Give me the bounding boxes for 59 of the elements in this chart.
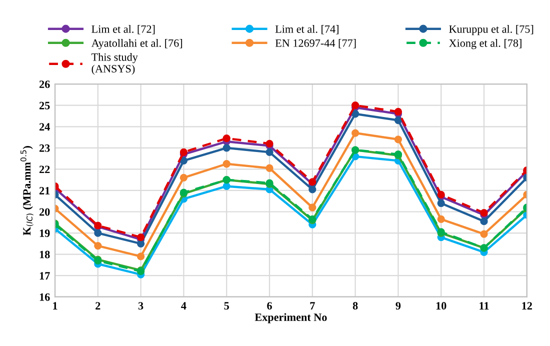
y-tick-label: 18 [40, 250, 50, 258]
y-tick-label: 16 [40, 293, 50, 301]
point [136, 233, 145, 242]
y-tick-label: 19 [40, 230, 50, 237]
y-tick-label: 22 [39, 166, 50, 174]
x-tick-label: 5 [224, 302, 229, 310]
point [94, 242, 102, 250]
y-axis-title: K$_{(IC)}$ (MPa.mm$^{0.5}$) [20, 146, 34, 236]
legend-label: Lim et al. [74] [275, 25, 338, 34]
point [222, 134, 230, 142]
y-tick-label: 25 [39, 102, 50, 110]
point [222, 160, 230, 168]
y-tick-label: 21 [39, 186, 50, 194]
point [437, 215, 445, 224]
point [266, 148, 274, 156]
point [480, 230, 488, 238]
x-tick-label: 12 [522, 302, 532, 310]
legend-label: Kuruppu et al. [75] [449, 25, 534, 36]
x-tick-label: 3 [138, 302, 144, 310]
legend-label: This study (ANSYS) [92, 53, 138, 75]
point [180, 148, 188, 156]
x-tick-label: 2 [96, 302, 100, 310]
x-tick-label: 8 [352, 302, 358, 310]
legend-label: Ayatollahi et al. [76] [91, 39, 182, 50]
point [222, 144, 230, 152]
x-tick-label: 4 [181, 302, 186, 310]
x-tick-label: 7 [310, 302, 315, 310]
point [266, 164, 274, 172]
point [480, 218, 488, 226]
legend-label: Lim et al. [72] [92, 25, 155, 34]
y-tick-label: 24 [39, 123, 50, 130]
point [394, 136, 402, 144]
point [480, 208, 488, 217]
point [266, 140, 274, 148]
y-tick-label: 17 [40, 272, 50, 280]
point [308, 204, 316, 212]
x-tick-label: 1 [53, 302, 58, 310]
point [180, 156, 188, 164]
legend-label: EN 12697-44 [77] [275, 39, 356, 48]
point [94, 229, 102, 237]
x-tick-label: 10 [436, 302, 446, 310]
point [222, 182, 230, 190]
y-tick-label: 23 [39, 144, 50, 152]
point [308, 186, 316, 194]
y-tick-label: 26 [39, 80, 50, 88]
point [394, 116, 402, 124]
point [136, 252, 145, 260]
point [437, 199, 445, 208]
point [351, 129, 360, 137]
legend-label: Xiong et al. [78] [449, 39, 522, 50]
x-tick-label: 9 [396, 302, 401, 310]
point [136, 240, 145, 248]
x-axis-title: Experiment No [254, 313, 327, 324]
x-tick-label: 6 [267, 302, 272, 310]
point [351, 110, 360, 118]
point [180, 174, 188, 182]
y-tick-label: 20 [39, 208, 50, 216]
x-tick-label: 11 [480, 302, 489, 310]
point [394, 108, 402, 116]
